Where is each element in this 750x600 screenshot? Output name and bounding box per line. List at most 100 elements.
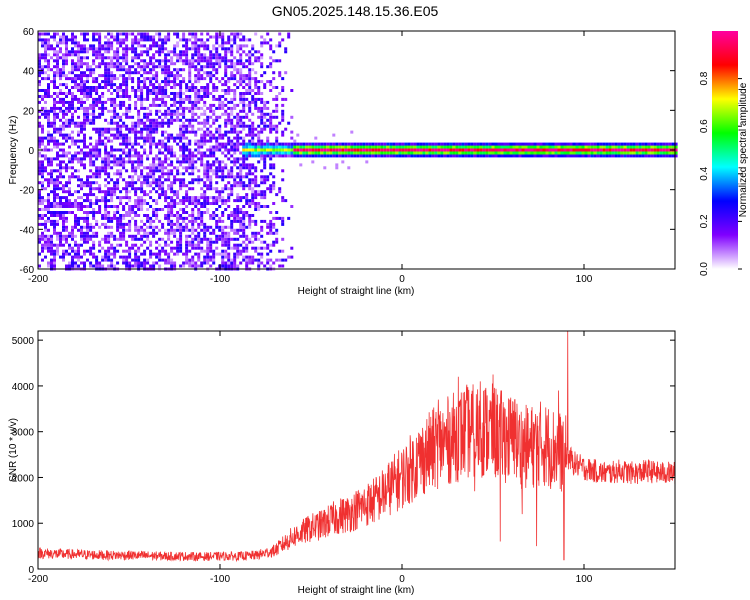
spectrogram-cell bbox=[614, 154, 618, 158]
spectrogram-cell bbox=[254, 202, 258, 205]
spectrogram-cell bbox=[140, 187, 144, 191]
spectrogram-cell bbox=[101, 157, 105, 161]
spectrogram-cell bbox=[107, 41, 111, 45]
spectrogram-cell bbox=[89, 65, 93, 69]
spectrogram-cell bbox=[125, 187, 129, 191]
spectrogram-cell bbox=[293, 154, 297, 158]
spectrogram-cell bbox=[113, 83, 117, 87]
spectrogram-cell bbox=[191, 222, 195, 226]
spectrogram-cell bbox=[251, 142, 255, 146]
spectrogram-cell bbox=[92, 216, 96, 220]
spectrogram-cell bbox=[248, 199, 252, 203]
spectrogram-cell bbox=[437, 142, 441, 146]
spectrogram-cell bbox=[254, 106, 258, 110]
spectrogram-cell bbox=[68, 121, 71, 125]
spectrogram-cell bbox=[152, 77, 156, 81]
spectrogram-cell bbox=[302, 154, 306, 158]
spectrogram-cell bbox=[209, 130, 213, 134]
spectrogram-cell bbox=[95, 172, 99, 176]
spectrogram-cell bbox=[56, 187, 59, 191]
spectrogram-cell bbox=[62, 228, 65, 232]
spectrogram-cell bbox=[92, 106, 96, 110]
spectrogram-cell bbox=[65, 124, 68, 128]
spectrogram-cell bbox=[143, 190, 147, 194]
spectrogram-cell bbox=[188, 121, 192, 125]
spectrogram-cell bbox=[188, 97, 192, 101]
spectrogram-cell bbox=[89, 89, 93, 92]
spectrogram-cell bbox=[179, 133, 183, 137]
spectrogram-cell bbox=[281, 222, 285, 226]
spectrogram-cell bbox=[587, 145, 591, 149]
spectrogram-cell bbox=[134, 264, 138, 268]
spectrogram-cell bbox=[233, 142, 237, 146]
spectrogram-cell bbox=[248, 222, 252, 226]
spectrogram-cell bbox=[260, 142, 264, 146]
spectrogram-cell bbox=[158, 163, 162, 167]
spectrogram-cell bbox=[599, 151, 603, 155]
spectrogram-cell bbox=[215, 53, 219, 57]
spectrogram-cell bbox=[113, 237, 117, 241]
spectrogram-cell bbox=[179, 240, 183, 244]
spectrogram-cell bbox=[107, 166, 111, 170]
spectrogram-cell bbox=[59, 133, 62, 137]
spectrogram-cell bbox=[47, 59, 50, 63]
spectrogram-cell bbox=[143, 62, 147, 66]
spectrogram-cell bbox=[143, 193, 147, 197]
spectrogram-cell bbox=[254, 56, 258, 60]
spectrogram-cell bbox=[503, 148, 507, 152]
spectrogram-cell bbox=[221, 243, 225, 247]
spectrogram-cell bbox=[227, 139, 231, 143]
spectrogram-cell bbox=[260, 261, 264, 265]
spectrogram-cell bbox=[41, 246, 44, 250]
spectrogram-cell bbox=[41, 237, 44, 241]
spectrogram-cell bbox=[224, 234, 228, 238]
spectrogram-cell bbox=[68, 145, 71, 149]
spectrogram-cell bbox=[47, 219, 50, 223]
spectrogram-cell bbox=[59, 118, 62, 122]
spectrogram-cell bbox=[236, 103, 240, 107]
spectrogram-cell bbox=[113, 74, 117, 78]
spectrogram-cell bbox=[119, 68, 123, 72]
spectrogram-cell bbox=[260, 41, 264, 45]
spectrogram-cell bbox=[233, 237, 237, 241]
spectrogram-cell bbox=[107, 71, 111, 75]
spectrogram-cell bbox=[146, 112, 150, 116]
spectrogram-cell bbox=[233, 243, 237, 247]
spectrogram-cell bbox=[74, 190, 77, 194]
spectrogram-cell bbox=[197, 145, 201, 149]
spectrogram-cell bbox=[251, 44, 255, 48]
spectrogram-cell bbox=[239, 44, 243, 48]
spectrogram-cell bbox=[185, 160, 189, 164]
spectrogram-cell bbox=[506, 142, 510, 146]
spectrogram-cell bbox=[203, 202, 207, 205]
spectrogram-cell bbox=[224, 56, 228, 60]
spectrogram-cell bbox=[50, 95, 53, 98]
spectrogram-cell bbox=[128, 151, 132, 155]
spectrogram-cell bbox=[68, 234, 71, 238]
spectrogram-cell bbox=[224, 240, 228, 244]
spectrogram-cell bbox=[92, 71, 96, 75]
spectrogram-cell bbox=[125, 184, 129, 188]
spectrogram-cell bbox=[149, 181, 153, 185]
spectrogram-cell bbox=[254, 92, 258, 95]
spectrogram-cell bbox=[278, 59, 282, 63]
spectrogram-cell bbox=[338, 145, 342, 149]
spectrogram-cell bbox=[518, 148, 522, 152]
spectrogram-cell bbox=[41, 154, 44, 158]
spectrogram-cell bbox=[125, 32, 129, 36]
spectrogram-cell bbox=[302, 145, 306, 149]
spectrogram-cell bbox=[53, 100, 56, 104]
spectrogram-cell bbox=[47, 115, 50, 119]
spectrogram-cell bbox=[149, 222, 153, 226]
spectrogram-cell bbox=[182, 59, 186, 63]
spectrogram-cell bbox=[125, 47, 129, 51]
spectrogram-cell bbox=[74, 53, 77, 57]
spectrogram-cell bbox=[275, 103, 279, 107]
spectrogram-cell bbox=[113, 163, 117, 167]
spectrogram-cell bbox=[182, 145, 186, 149]
spectrogram-cell bbox=[227, 169, 231, 173]
spectrogram-cell bbox=[155, 50, 159, 54]
spectrogram-cell bbox=[86, 216, 89, 220]
spectrogram-cell bbox=[362, 145, 366, 149]
spectrogram-cell bbox=[242, 160, 246, 164]
